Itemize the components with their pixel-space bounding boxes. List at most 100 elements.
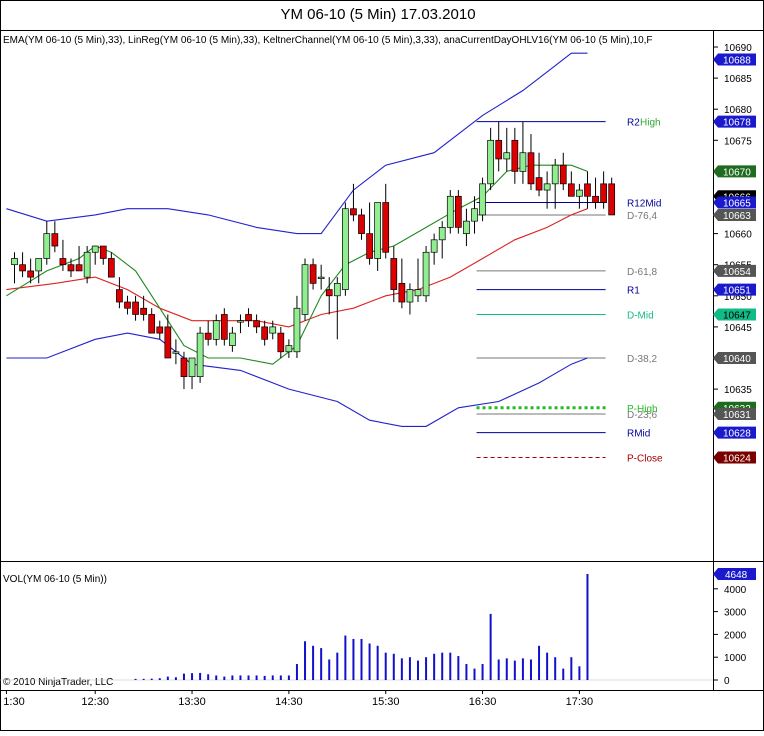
candle	[237, 314, 244, 334]
candle-body	[414, 289, 422, 297]
indicators-label: EMA(YM 06-10 (5 Min),33), LinReg(YM 06-1…	[3, 35, 653, 46]
price-marker: 10663	[713, 208, 756, 222]
price-marker-box	[713, 53, 756, 66]
candle	[479, 177, 486, 222]
candle	[511, 127, 519, 184]
candle-body	[350, 208, 357, 216]
candle-body	[99, 245, 107, 259]
candle	[269, 320, 277, 340]
candle-body	[212, 320, 220, 340]
candle-body	[519, 152, 527, 172]
candle	[229, 326, 236, 352]
price-marker-box	[713, 264, 756, 277]
price-marker-box	[713, 308, 756, 321]
candle	[333, 277, 341, 340]
candle-body	[511, 139, 519, 172]
candle	[366, 202, 373, 265]
price-axis-label: 10685	[724, 74, 752, 85]
volume-marker-text: 4648	[725, 570, 748, 581]
candle	[220, 308, 228, 346]
candle-body	[237, 320, 244, 323]
level-label: D-61,8	[627, 267, 657, 278]
candle-body	[382, 202, 390, 253]
price-marker-box	[713, 283, 756, 296]
candle-body	[107, 258, 115, 278]
candle	[608, 177, 616, 216]
candle-body	[124, 301, 131, 309]
candle-body	[164, 326, 172, 359]
candle-body	[584, 183, 591, 197]
volume-axis-label: 0	[724, 676, 730, 687]
candle-body	[156, 326, 164, 334]
candle	[285, 339, 293, 358]
candle	[422, 246, 430, 303]
candle-body	[422, 251, 430, 297]
candle-body	[269, 326, 277, 334]
level-label: D-Mid	[627, 310, 654, 321]
candle-body	[487, 139, 494, 185]
copyright-label: © 2010 NinjaTrader, LLC	[3, 677, 113, 688]
candle	[164, 314, 172, 359]
candle	[358, 208, 365, 240]
candle	[390, 246, 398, 303]
candle-body	[27, 270, 34, 278]
candle	[527, 134, 535, 191]
level-label: R1	[627, 286, 640, 297]
price-marker: 10651	[713, 283, 756, 297]
candle	[446, 190, 454, 234]
price-marker: 10640	[713, 352, 756, 365]
time-axis-label: 1:30	[3, 696, 24, 708]
level-label: D-38,2	[627, 354, 657, 365]
time-axis: 1:30 12:30 13:30 14:30 15:30 16:30 17:30	[3, 690, 593, 708]
candle-body	[543, 183, 551, 191]
candle	[148, 308, 156, 334]
volume-panel: 0 1000 2000 3000 4000 4648	[0, 568, 756, 687]
candle	[374, 202, 381, 271]
candle	[75, 246, 83, 272]
candle	[51, 221, 59, 253]
candle	[576, 183, 583, 209]
candle-body	[245, 314, 252, 322]
candle-body	[285, 345, 293, 353]
candle	[261, 320, 269, 346]
candle-body	[59, 258, 67, 266]
price-marker-box	[713, 196, 756, 209]
candle-body	[430, 239, 438, 253]
candle	[438, 221, 446, 259]
candle	[156, 320, 164, 340]
candle-body	[148, 314, 156, 334]
candle-body	[309, 264, 317, 284]
volume-marker: 4648	[713, 568, 756, 581]
candle-body	[503, 152, 511, 160]
price-marker-text: 10640	[723, 354, 751, 365]
candle-body	[567, 183, 575, 197]
candle	[382, 183, 390, 259]
ema-line	[6, 208, 588, 328]
candle	[584, 171, 591, 209]
candle	[406, 283, 414, 315]
candle-body	[358, 214, 365, 234]
candle-body	[43, 233, 51, 259]
candle-body	[325, 289, 333, 297]
candle	[204, 320, 212, 346]
candle-body	[19, 264, 26, 272]
candle	[309, 258, 317, 290]
candle-body	[75, 264, 83, 272]
level-label: R2	[627, 118, 640, 129]
candle	[463, 208, 470, 247]
candle	[503, 127, 511, 172]
candle-body	[600, 183, 607, 203]
candle	[43, 221, 51, 265]
price-marker: 10678	[713, 115, 756, 129]
price-marker-text: 10663	[723, 211, 751, 222]
candle-body	[608, 183, 616, 216]
candle	[325, 277, 333, 315]
candle-body	[559, 164, 567, 185]
candle-body	[333, 283, 341, 297]
price-marker-box	[713, 208, 756, 221]
price-marker-text: 10647	[723, 310, 751, 321]
time-axis-label: 12:30	[81, 696, 109, 708]
